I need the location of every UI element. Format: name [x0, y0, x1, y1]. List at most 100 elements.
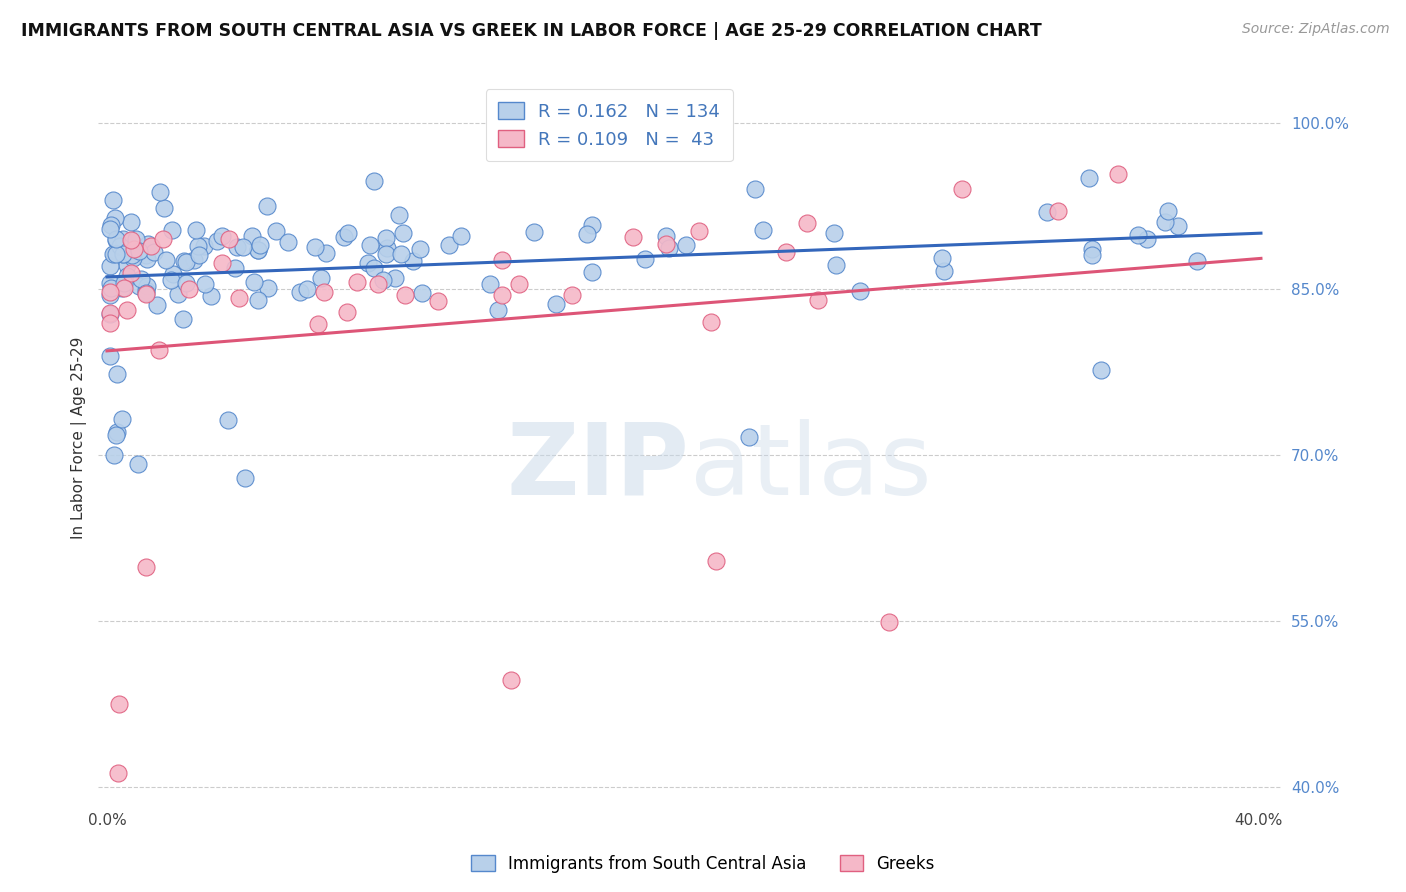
- Point: [135, 287, 157, 301]
- Point: [508, 277, 530, 291]
- Point: [934, 264, 956, 278]
- Point: [450, 229, 472, 244]
- Point: [823, 226, 845, 240]
- Point: [179, 282, 201, 296]
- Point: [658, 242, 681, 256]
- Point: [115, 269, 138, 284]
- Point: [699, 315, 721, 329]
- Point: [704, 554, 727, 568]
- Point: [103, 449, 125, 463]
- Point: [634, 252, 657, 267]
- Point: [129, 272, 152, 286]
- Point: [266, 224, 288, 238]
- Point: [120, 215, 142, 229]
- Point: [205, 234, 228, 248]
- Point: [98, 306, 121, 320]
- Point: [1090, 363, 1112, 377]
- Point: [1036, 204, 1059, 219]
- Point: [232, 240, 254, 254]
- Point: [107, 697, 129, 711]
- Point: [243, 275, 266, 289]
- Point: [104, 428, 127, 442]
- Point: [337, 226, 360, 240]
- Point: [256, 280, 278, 294]
- Point: [346, 275, 368, 289]
- Point: [409, 242, 432, 256]
- Point: [98, 349, 121, 363]
- Point: [228, 291, 250, 305]
- Point: [1107, 167, 1129, 181]
- Point: [796, 216, 818, 230]
- Point: [314, 285, 336, 299]
- Point: [122, 251, 145, 265]
- Point: [120, 267, 142, 281]
- Point: [309, 270, 332, 285]
- Point: [128, 278, 150, 293]
- Point: [775, 245, 797, 260]
- Point: [1136, 232, 1159, 246]
- Point: [162, 267, 184, 281]
- Point: [290, 285, 312, 299]
- Y-axis label: In Labor Force | Age 25-29: In Labor Force | Age 25-29: [72, 337, 87, 540]
- Point: [367, 277, 389, 292]
- Point: [384, 271, 406, 285]
- Point: [135, 283, 157, 297]
- Point: [491, 252, 513, 267]
- Point: [394, 288, 416, 302]
- Point: [1081, 242, 1104, 256]
- Legend: R = 0.162   N = 134, R = 0.109   N =  43: R = 0.162 N = 134, R = 0.109 N = 43: [486, 89, 733, 161]
- Point: [100, 218, 122, 232]
- Text: Source: ZipAtlas.com: Source: ZipAtlas.com: [1241, 22, 1389, 37]
- Point: [104, 233, 127, 247]
- Point: [200, 288, 222, 302]
- Point: [491, 288, 513, 302]
- Point: [120, 233, 142, 247]
- Point: [359, 238, 381, 252]
- Point: [108, 239, 131, 253]
- Point: [115, 303, 138, 318]
- Point: [689, 224, 711, 238]
- Point: [128, 244, 150, 258]
- Point: [581, 219, 603, 233]
- Point: [173, 253, 195, 268]
- Point: [174, 254, 197, 268]
- Point: [104, 247, 127, 261]
- Point: [149, 185, 172, 199]
- Point: [194, 277, 217, 291]
- Point: [152, 232, 174, 246]
- Point: [100, 281, 122, 295]
- Point: [304, 240, 326, 254]
- Point: [172, 311, 194, 326]
- Point: [1157, 203, 1180, 218]
- Point: [98, 276, 121, 290]
- Point: [112, 247, 135, 261]
- Point: [1077, 171, 1099, 186]
- Point: [141, 239, 163, 253]
- Point: [247, 293, 270, 307]
- Point: [1081, 248, 1104, 262]
- Point: [427, 293, 450, 308]
- Point: [183, 253, 205, 268]
- Point: [307, 317, 329, 331]
- Point: [295, 282, 318, 296]
- Point: [226, 240, 249, 254]
- Point: [135, 252, 157, 266]
- Point: [111, 247, 134, 261]
- Point: [135, 559, 157, 574]
- Point: [104, 211, 127, 225]
- Point: [1154, 215, 1177, 229]
- Point: [160, 223, 183, 237]
- Point: [135, 286, 157, 301]
- Point: [121, 248, 143, 262]
- Point: [249, 238, 271, 252]
- Point: [411, 286, 433, 301]
- Point: [111, 412, 134, 426]
- Point: [98, 316, 121, 330]
- Point: [122, 242, 145, 256]
- Point: [1187, 254, 1209, 268]
- Point: [167, 286, 190, 301]
- Point: [1126, 228, 1149, 243]
- Point: [247, 243, 270, 257]
- Point: [160, 272, 183, 286]
- Point: [98, 222, 121, 236]
